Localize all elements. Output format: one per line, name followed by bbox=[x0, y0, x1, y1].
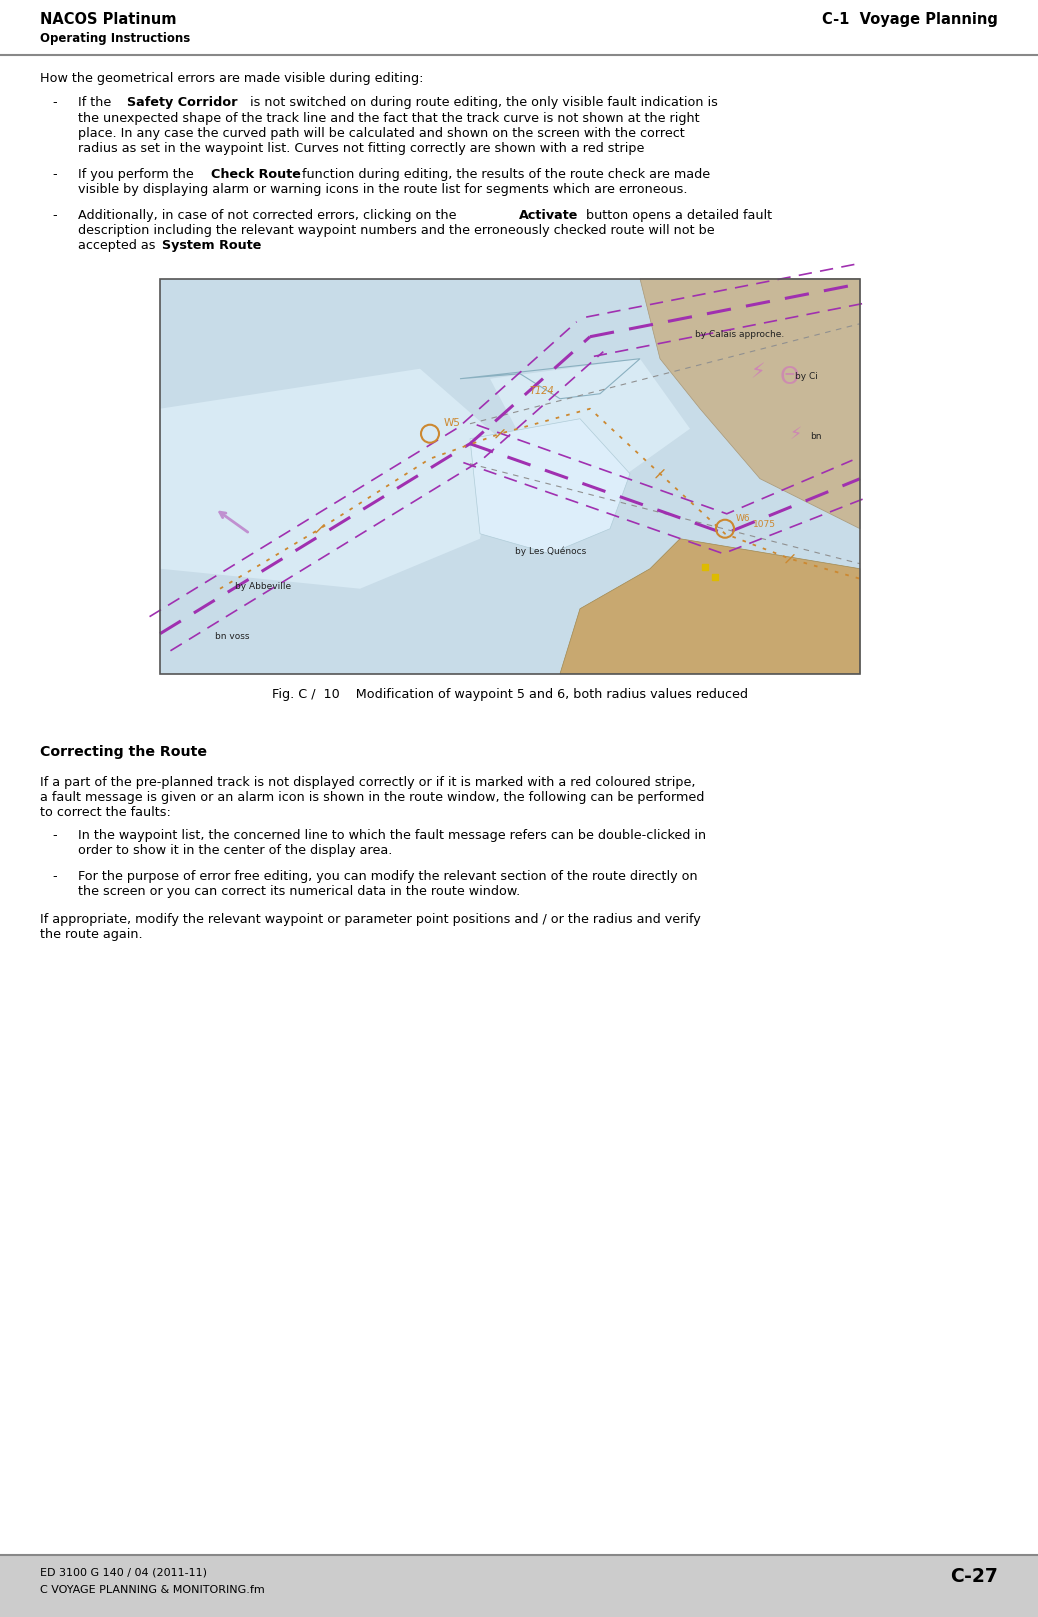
Text: Θ: Θ bbox=[780, 365, 799, 388]
Text: Correcting the Route: Correcting the Route bbox=[40, 745, 207, 760]
Text: bn: bn bbox=[810, 432, 821, 441]
Text: bn voss: bn voss bbox=[215, 632, 249, 640]
Text: the route again.: the route again. bbox=[40, 928, 142, 941]
Text: button opens a detailed fault: button opens a detailed fault bbox=[582, 209, 772, 222]
Polygon shape bbox=[559, 538, 861, 674]
Text: If a part of the pre-planned track is not displayed correctly or if it is marked: If a part of the pre-planned track is no… bbox=[40, 776, 695, 789]
Text: order to show it in the center of the display area.: order to show it in the center of the di… bbox=[78, 844, 392, 857]
Polygon shape bbox=[160, 369, 500, 589]
Text: C-27: C-27 bbox=[950, 1567, 998, 1586]
Text: 1075: 1075 bbox=[753, 519, 776, 529]
Text: -: - bbox=[53, 97, 57, 110]
Text: Additionally, in case of not corrected errors, clicking on the: Additionally, in case of not corrected e… bbox=[78, 209, 461, 222]
Text: radius as set in the waypoint list. Curves not fitting correctly are shown with : radius as set in the waypoint list. Curv… bbox=[78, 142, 645, 155]
Text: by Ci: by Ci bbox=[795, 372, 818, 380]
Text: If the: If the bbox=[78, 97, 115, 110]
Text: accepted as: accepted as bbox=[78, 239, 160, 252]
Text: Check Route: Check Route bbox=[211, 168, 301, 181]
Text: If appropriate, modify the relevant waypoint or parameter point positions and / : If appropriate, modify the relevant wayp… bbox=[40, 912, 701, 925]
Bar bbox=[160, 278, 861, 674]
Text: W5: W5 bbox=[444, 417, 461, 429]
Text: In the waypoint list, the concerned line to which the fault message refers can b: In the waypoint list, the concerned line… bbox=[78, 830, 706, 842]
Text: C-1  Voyage Planning: C-1 Voyage Planning bbox=[822, 11, 998, 27]
Polygon shape bbox=[640, 278, 861, 529]
Text: a fault message is given or an alarm icon is shown in the route window, the foll: a fault message is given or an alarm ico… bbox=[40, 791, 705, 804]
Text: the unexpected shape of the track line and the fact that the track curve is not : the unexpected shape of the track line a… bbox=[78, 112, 700, 125]
Bar bbox=[0, 1556, 1038, 1617]
Text: is not switched on during route editing, the only visible fault indication is: is not switched on during route editing,… bbox=[246, 97, 717, 110]
Text: For the purpose of error free editing, you can modify the relevant section of th: For the purpose of error free editing, y… bbox=[78, 870, 698, 883]
Polygon shape bbox=[470, 419, 630, 553]
Text: the screen or you can correct its numerical data in the route window.: the screen or you can correct its numeri… bbox=[78, 886, 520, 899]
Text: by Les Quénocs: by Les Quénocs bbox=[515, 547, 586, 556]
Text: Safety Corridor: Safety Corridor bbox=[127, 97, 238, 110]
Text: Activate: Activate bbox=[519, 209, 578, 222]
Text: W6: W6 bbox=[736, 514, 750, 522]
Text: visible by displaying alarm or warning icons in the route list for segments whic: visible by displaying alarm or warning i… bbox=[78, 183, 687, 196]
Text: .: . bbox=[256, 239, 261, 252]
Text: function during editing, the results of the route check are made: function during editing, the results of … bbox=[298, 168, 710, 181]
Text: by Calais approche.: by Calais approche. bbox=[695, 330, 785, 338]
Text: System Route: System Route bbox=[162, 239, 262, 252]
Text: How the geometrical errors are made visible during editing:: How the geometrical errors are made visi… bbox=[40, 73, 424, 86]
Text: place. In any case the curved path will be calculated and shown on the screen wi: place. In any case the curved path will … bbox=[78, 126, 685, 139]
Text: C VOYAGE PLANNING & MONITORING.fm: C VOYAGE PLANNING & MONITORING.fm bbox=[40, 1585, 265, 1594]
Text: -: - bbox=[53, 168, 57, 181]
Text: -: - bbox=[53, 209, 57, 222]
Bar bbox=[160, 278, 861, 674]
Text: T124: T124 bbox=[530, 386, 554, 396]
Text: description including the relevant waypoint numbers and the erroneously checked : description including the relevant waypo… bbox=[78, 225, 714, 238]
Text: Fig. C /  10    Modification of waypoint 5 and 6, both radius values reduced: Fig. C / 10 Modification of waypoint 5 a… bbox=[272, 687, 748, 700]
Text: by Abbeville: by Abbeville bbox=[235, 582, 291, 590]
Text: ⚡: ⚡ bbox=[750, 362, 765, 383]
Text: to correct the faults:: to correct the faults: bbox=[40, 807, 171, 820]
Text: -: - bbox=[53, 870, 57, 883]
Text: NACOS Platinum: NACOS Platinum bbox=[40, 11, 176, 27]
Polygon shape bbox=[490, 359, 690, 479]
Text: If you perform the: If you perform the bbox=[78, 168, 198, 181]
Text: Operating Instructions: Operating Instructions bbox=[40, 32, 190, 45]
Text: ED 3100 G 140 / 04 (2011-11): ED 3100 G 140 / 04 (2011-11) bbox=[40, 1567, 207, 1577]
Text: -: - bbox=[53, 830, 57, 842]
Text: ⚡: ⚡ bbox=[790, 425, 802, 443]
